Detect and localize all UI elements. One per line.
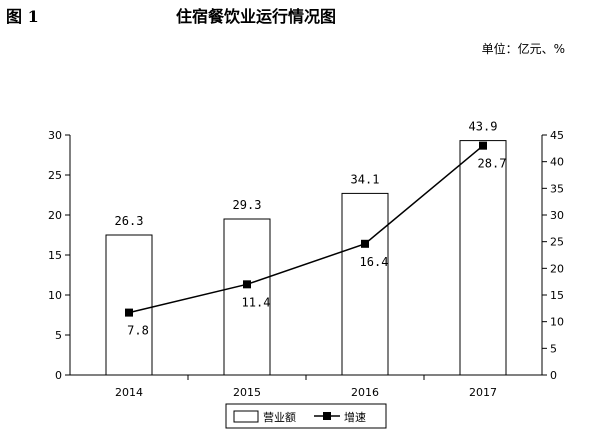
right-tick-label: 0 xyxy=(550,369,557,382)
left-tick-label: 25 xyxy=(48,169,62,182)
right-tick-label: 25 xyxy=(550,236,564,249)
left-tick-label: 30 xyxy=(48,129,62,142)
right-tick-label: 5 xyxy=(550,342,557,355)
legend-line-label: 增速 xyxy=(344,410,366,424)
left-tick-label: 5 xyxy=(55,329,62,342)
chart-title: 住宿餐饮业运行情况图 xyxy=(176,7,337,26)
left-tick-label: 15 xyxy=(48,249,62,262)
x-tick-label: 2017 xyxy=(469,386,497,399)
bar-data-label: 34.1 xyxy=(351,172,380,186)
left-tick-label: 10 xyxy=(48,289,62,302)
left-tick-label: 20 xyxy=(48,209,62,222)
x-axis: 2014 2015 2016 2017 xyxy=(115,375,497,399)
right-tick-label: 10 xyxy=(550,316,564,329)
line-path xyxy=(128,145,484,314)
legend-bar-swatch xyxy=(233,410,259,423)
bar xyxy=(223,218,271,376)
right-tick-label: 35 xyxy=(550,182,564,195)
line-marker xyxy=(125,308,133,317)
bar-series: 26.3 29.3 34.1 43.9 xyxy=(105,120,507,376)
right-tick-label: 20 xyxy=(550,262,564,275)
right-tick-label: 40 xyxy=(550,156,564,169)
bar-data-label: 43.9 xyxy=(469,120,498,134)
right-tick-label: 45 xyxy=(550,129,564,142)
bar xyxy=(105,234,153,376)
left-tick-label: 0 xyxy=(55,369,62,382)
line-marker xyxy=(361,239,369,248)
bar-data-label: 29.3 xyxy=(233,198,262,212)
left-axis: 0 5 10 15 20 25 30 xyxy=(48,129,70,382)
line-data-label: 16.4 xyxy=(360,255,389,269)
figure-label: 图 1 xyxy=(6,7,39,26)
line-marker xyxy=(243,280,251,289)
legend-line-marker xyxy=(323,412,331,420)
legend: 营业额 增速 xyxy=(225,403,387,429)
line-data-label: 11.4 xyxy=(242,295,271,309)
unit-label: 单位：亿元、% xyxy=(481,42,565,56)
right-tick-label: 15 xyxy=(550,289,564,302)
line-data-label: 7.8 xyxy=(127,324,149,338)
bar xyxy=(459,140,507,376)
line-data-label: 28.7 xyxy=(478,157,507,171)
bar-data-label: 26.3 xyxy=(115,214,144,228)
right-tick-label: 30 xyxy=(550,209,564,222)
x-tick-label: 2015 xyxy=(233,386,261,399)
legend-bar-label: 营业额 xyxy=(263,410,296,424)
bar xyxy=(341,192,389,376)
line-series: 7.8 11.4 16.4 28.7 xyxy=(125,141,507,338)
x-tick-label: 2016 xyxy=(351,386,379,399)
line-marker xyxy=(479,141,487,150)
right-axis: 0 5 10 15 20 25 30 35 40 45 xyxy=(542,129,564,382)
x-tick-label: 2014 xyxy=(115,386,143,399)
